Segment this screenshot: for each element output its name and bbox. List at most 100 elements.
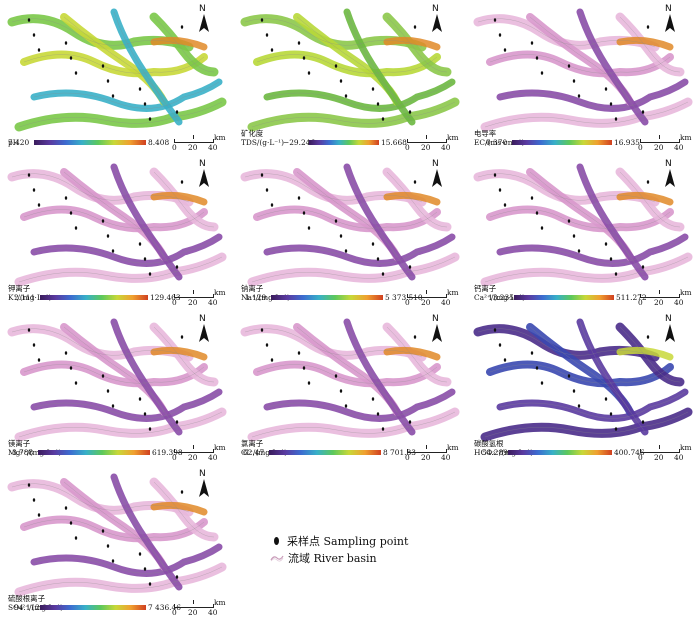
map-panel-ca: N 钙离子 Ca²⁺/(mg·L⁻¹) 13.235 511.272 km 0 …	[470, 157, 696, 307]
scale-tick: 0	[638, 143, 643, 152]
scale-max: 15.668	[381, 138, 407, 147]
sampling-point	[111, 249, 115, 253]
color-scale-legend: 电导率 EC/(ms·cm⁻¹) 0.370 16.935	[474, 130, 644, 152]
scale-unit: km	[680, 288, 692, 297]
color-scale-legend: 硫酸根离子 SO₄²⁻/(mg·L⁻¹) 94.112 9 7 436.46	[8, 595, 181, 617]
sampling-point	[344, 249, 348, 253]
scale-tick: 20	[654, 143, 664, 152]
sampling-point	[111, 559, 115, 563]
sampling-point	[577, 404, 581, 408]
sampling-point	[572, 234, 576, 238]
panel-unit: Na⁺/(mg·L⁻¹)	[241, 293, 290, 302]
scale-min: 1.129	[245, 293, 267, 302]
scale-tick: 0	[405, 143, 410, 152]
sampling-point	[567, 64, 571, 68]
scale-tick: 0	[172, 453, 177, 462]
map-panel-hco3: N 碳酸氢根 HCO₃⁻/(mg·L⁻¹) 54.289 400.746 km …	[470, 312, 696, 462]
sampling-point	[138, 552, 142, 556]
sampling-point	[69, 211, 73, 215]
scale-bar: km 0 20 40	[172, 598, 230, 618]
sampling-point	[307, 381, 311, 385]
color-scale-legend: 钾离子 K⁺/(mg·L⁻¹) 2.111 129.463	[8, 285, 181, 307]
sampling-point	[498, 33, 502, 37]
panel-unit: Mg²⁺/(mg·L⁻¹)	[8, 448, 62, 457]
scale-unit: km	[447, 443, 459, 452]
sampling-point	[567, 219, 571, 223]
river-basin-key: 流域 River basin	[270, 549, 408, 566]
map-panel-so4: N 硫酸根离子 SO₄²⁻/(mg·L⁻¹) 94.112 9 7 436.46…	[4, 467, 230, 617]
scale-max: 511.272	[616, 293, 647, 302]
map-panel-na: N 钠离子 Na⁺/(mg·L⁻¹) 1.129 5 373.510 km 0 …	[237, 157, 463, 307]
sampling-point	[64, 196, 68, 200]
panel-title: 钠离子	[241, 284, 264, 293]
sampling-point-icon	[274, 536, 279, 545]
panel-title: 镁离子	[8, 439, 31, 448]
panel-title: 氯离子	[241, 439, 264, 448]
sampling-point	[175, 265, 179, 269]
sampling-point	[609, 102, 613, 106]
scale-min: 62.47	[243, 448, 265, 457]
scale-tick: 0	[405, 453, 410, 462]
sampling-point	[175, 575, 179, 579]
map-mg	[7, 318, 227, 442]
river-basin-label: 流域 River basin	[288, 551, 377, 565]
sampling-point	[111, 404, 115, 408]
sampling-point	[535, 56, 539, 60]
color-ramp	[514, 295, 614, 300]
north-arrow-icon: N	[196, 159, 212, 187]
sampling-point-key: 采样点 Sampling point	[270, 532, 408, 549]
sampling-point	[604, 87, 608, 91]
north-arrow-icon: N	[196, 469, 212, 497]
panel-unit: pH	[8, 138, 20, 147]
color-scale-legend: 碳酸氢根 HCO₃⁻/(mg·L⁻¹) 54.289 400.746	[474, 439, 645, 462]
sampling-point	[493, 173, 497, 177]
north-label: N	[432, 314, 439, 324]
sampling-point	[344, 94, 348, 98]
north-arrow-icon: N	[196, 314, 212, 342]
sampling-point	[493, 18, 497, 22]
scale-tick: 40	[441, 298, 451, 307]
panel-unit: TDS/(g·L⁻¹)	[241, 138, 285, 147]
map-na	[240, 163, 460, 287]
sampling-point	[344, 404, 348, 408]
sampling-point	[74, 226, 78, 230]
map-ca	[473, 163, 693, 287]
sampling-point	[148, 427, 152, 431]
scale-tick: 40	[674, 453, 684, 462]
scale-min: 94.112 9	[14, 603, 47, 612]
color-ramp	[508, 450, 612, 455]
sampling-point	[148, 117, 152, 121]
scale-min: 54.289	[482, 448, 508, 457]
sampling-point	[64, 41, 68, 45]
sampling-point	[101, 64, 105, 68]
sampling-point	[408, 420, 412, 424]
scale-tick: 40	[208, 298, 218, 307]
map-panel-ph: N pH 7.420 8.408 km 0 20 40	[4, 2, 230, 152]
sampling-point	[27, 173, 31, 177]
sampling-point	[138, 397, 142, 401]
scale-tick: 20	[654, 298, 664, 307]
sampling-point	[567, 374, 571, 378]
sampling-point	[302, 211, 306, 215]
sampling-point	[609, 257, 613, 261]
sampling-point	[498, 188, 502, 192]
sampling-point	[260, 18, 264, 22]
sampling-point	[106, 544, 110, 548]
sampling-point	[334, 374, 338, 378]
sampling-point	[334, 64, 338, 68]
scale-min: −29.246	[283, 138, 316, 147]
sampling-point	[371, 87, 375, 91]
sampling-point	[74, 536, 78, 540]
scale-unit: km	[214, 133, 226, 142]
panel-title: 碳酸氢根	[474, 439, 504, 448]
scale-min: 0.370	[486, 138, 508, 147]
color-scale-legend: 氯离子 Cl⁻/(mg·L⁻¹) 62.47 8 701.83	[241, 439, 416, 462]
sampling-point	[413, 180, 417, 184]
sampling-point	[540, 381, 544, 385]
sampling-point	[265, 188, 269, 192]
sampling-point	[37, 513, 41, 517]
sampling-point	[641, 265, 645, 269]
scale-bar: km 0 20 40	[638, 133, 696, 153]
sampling-point	[111, 94, 115, 98]
sampling-point	[408, 265, 412, 269]
